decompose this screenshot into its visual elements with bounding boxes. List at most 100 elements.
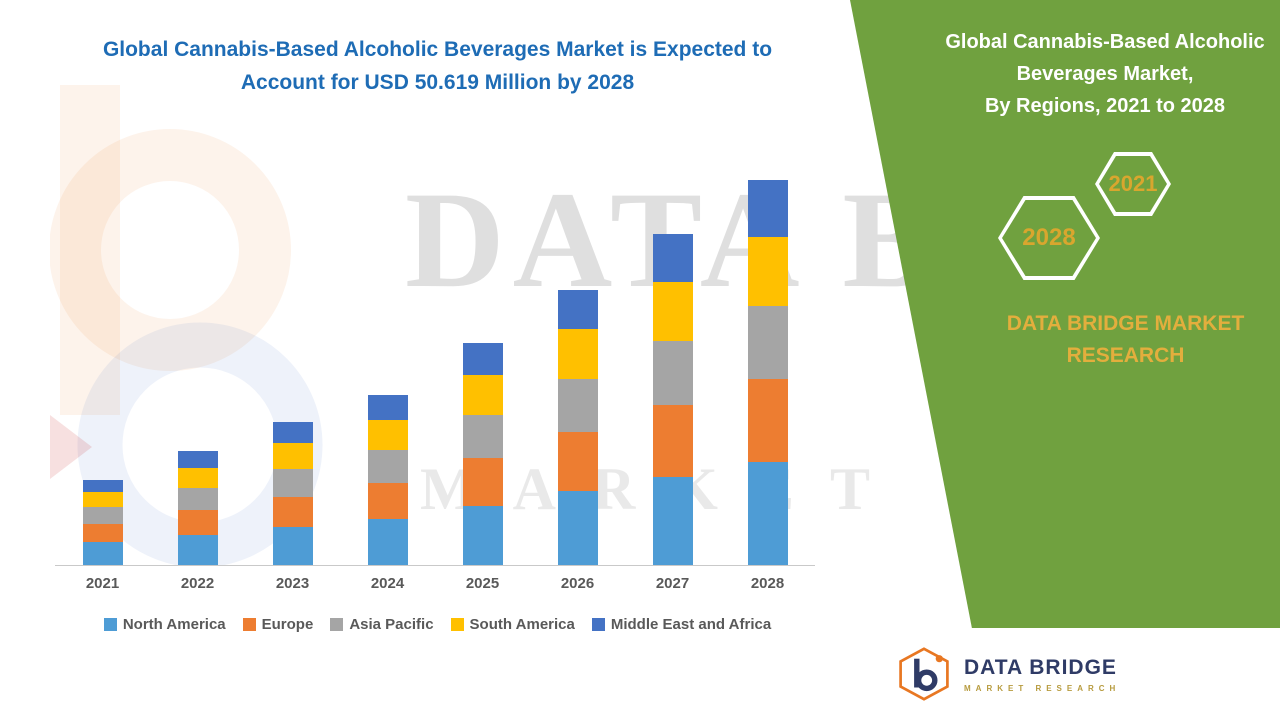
bar-segment: [747, 180, 788, 238]
bar-segment: [652, 405, 693, 477]
bar-segment: [652, 234, 693, 283]
hexagon-year-2028-label: 2028: [1022, 224, 1076, 251]
panel-brand-text: DATA BRIDGE MARKET RESEARCH: [968, 308, 1280, 371]
bar-segment: [272, 422, 313, 444]
bar-segment: [557, 329, 598, 379]
bar-group-2023: [245, 175, 340, 565]
hexagon-year-2028: 2028: [998, 196, 1100, 280]
bar-segment: [652, 341, 693, 406]
stacked-bar-2022: [177, 450, 218, 565]
legend-swatch: [103, 618, 117, 631]
bar-segment: [82, 479, 123, 493]
bar-segment: [747, 379, 788, 463]
bar-segment: [557, 491, 598, 565]
stacked-bar-2027: [652, 234, 693, 565]
bar-segment: [367, 450, 408, 483]
bar-group-2024: [340, 175, 435, 565]
bar-segment: [82, 523, 123, 543]
bar-segment: [177, 510, 218, 535]
company-name: DATA BRIDGE: [964, 655, 1117, 679]
bar-segment: [462, 505, 503, 565]
panel-heading-line2: Beverages Market,: [1016, 63, 1194, 85]
plot-area: [55, 175, 815, 566]
bar-segment: [462, 457, 503, 506]
bar-segment: [177, 534, 218, 565]
company-tagline: MARKET RESEARCH: [964, 683, 1121, 693]
bar-segment: [462, 415, 503, 458]
x-axis-label: 2022: [180, 575, 215, 592]
legend-swatch: [330, 618, 344, 631]
x-axis-label: 2023: [275, 575, 310, 592]
page-title-line2: Account for USD 50.619 Million by 2028: [240, 70, 635, 94]
legend-label: Middle East and Africa: [610, 616, 772, 633]
bar-segment: [272, 526, 313, 565]
company-logo-box: DATA BRIDGE MARKET RESEARCH: [875, 628, 1280, 720]
bar-group-2028: [720, 175, 815, 565]
bar-segment: [747, 462, 788, 565]
legend-item: North America: [103, 616, 226, 633]
legend-item: Europe: [242, 616, 314, 633]
page-title-line1: Global Cannabis-Based Alcoholic Beverage…: [102, 38, 773, 61]
bar-group-2026: [530, 175, 625, 565]
legend-label: Asia Pacific: [349, 616, 434, 633]
bar-segment: [272, 496, 313, 527]
legend: North America Europe Asia Pacific South Ame…: [55, 616, 820, 633]
legend-item: South America: [450, 616, 575, 633]
hexagon-year-2021: 2021: [1095, 152, 1171, 216]
x-axis-label: 2021: [85, 575, 120, 592]
stacked-bar-chart: 2021 2022 2023 2024 2025 2026 2027 2028: [55, 175, 815, 592]
x-axis-label: 2027: [655, 575, 690, 592]
legend-item: Asia Pacific: [330, 616, 434, 633]
bar-group-2025: [435, 175, 530, 565]
bar-segment: [747, 237, 788, 306]
panel-brand-line2: RESEARCH: [1066, 343, 1185, 367]
stacked-bar-2025: [462, 342, 503, 565]
bar-segment: [462, 342, 503, 375]
stacked-bar-2023: [272, 422, 313, 565]
x-axis-label: 2028: [750, 575, 785, 592]
bar-segment: [367, 419, 408, 451]
bar-segment: [557, 378, 598, 432]
bar-segment: [652, 476, 693, 565]
stacked-bar-2021: [82, 479, 123, 565]
bar-group-2021: [55, 175, 150, 565]
legend-swatch: [591, 618, 605, 631]
data-bridge-logo-icon: [899, 647, 949, 701]
panel-heading-line3: By Regions, 2021 to 2028: [984, 95, 1226, 117]
stacked-bar-2028: [747, 180, 788, 565]
bar-segment: [82, 492, 123, 508]
bar-segment: [462, 374, 503, 416]
stacked-bar-2026: [557, 289, 598, 565]
panel-heading-line1: Global Cannabis-Based Alcoholic: [945, 31, 1265, 53]
legend-item: Middle East and Africa: [591, 616, 772, 633]
legend-label: Europe: [261, 616, 314, 633]
legend-swatch: [450, 618, 464, 631]
hexagon-year-2021-label: 2021: [1108, 171, 1158, 196]
bar-segment: [557, 431, 598, 492]
legend-label: North America: [122, 616, 226, 633]
stacked-bar-2024: [367, 395, 408, 565]
bar-segment: [557, 289, 598, 330]
bar-segment: [367, 482, 408, 520]
panel-heading: Global Cannabis-Based Alcoholic Beverage…: [850, 0, 1280, 122]
bar-segment: [747, 305, 788, 380]
bar-segment: [272, 443, 313, 470]
bar-segment: [82, 542, 123, 565]
bar-group-2022: [150, 175, 245, 565]
page-title: Global Cannabis-Based Alcoholic Beverage…: [55, 34, 820, 99]
bar-segment: [177, 450, 218, 468]
x-axis-labels: 2021 2022 2023 2024 2025 2026 2027 2028: [55, 575, 815, 592]
x-axis-label: 2026: [560, 575, 595, 592]
side-panel: Global Cannabis-Based Alcoholic Beverage…: [850, 0, 1280, 720]
legend-swatch: [242, 618, 256, 631]
bar-segment: [82, 507, 123, 524]
legend-label: South America: [469, 616, 575, 633]
hexagon-inner: [1099, 156, 1167, 212]
bar-group-2027: [625, 175, 720, 565]
bar-segment: [272, 469, 313, 497]
x-axis-label: 2025: [465, 575, 500, 592]
bar-segment: [367, 395, 408, 420]
panel-brand-line1: DATA BRIDGE MARKET: [1006, 312, 1245, 335]
bar-segment: [652, 282, 693, 342]
company-logo-text: DATA BRIDGE MARKET RESEARCH: [964, 656, 1120, 693]
